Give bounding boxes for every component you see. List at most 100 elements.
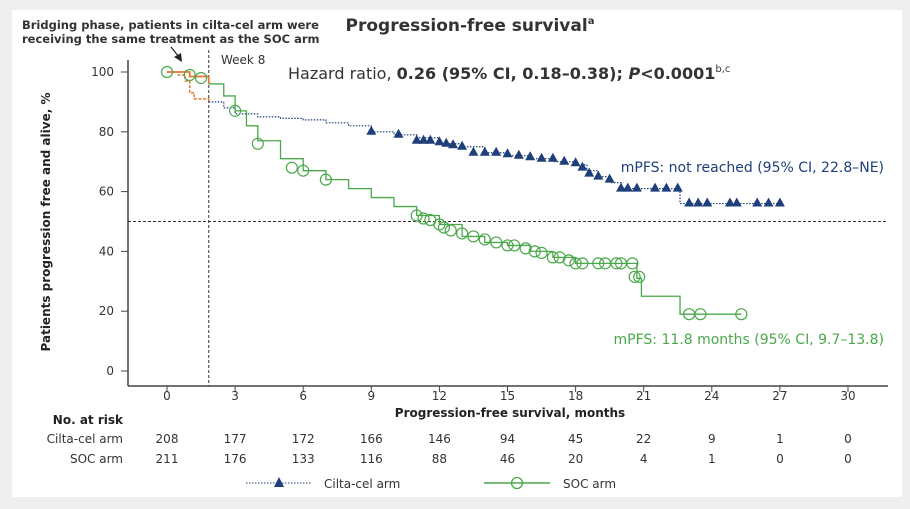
soc-censor-mark — [183, 68, 196, 82]
soc-censor-mark — [467, 230, 480, 243]
y-tick-label: 0 — [106, 364, 114, 378]
soc-censor-mark — [735, 308, 748, 321]
cilta-censor-mark — [502, 148, 513, 158]
soc-censor-mark — [610, 257, 623, 270]
soc-censor-mark — [456, 227, 469, 240]
legend-cilta-label: Cilta-cel arm — [324, 477, 400, 491]
x-tick-label: 9 — [367, 389, 375, 403]
soc-censor-mark — [508, 239, 521, 252]
soc-censor-mark — [229, 104, 242, 117]
soc-censor-mark — [501, 239, 514, 252]
x-tick-label: 27 — [772, 389, 787, 403]
cilta-censor-mark — [468, 146, 479, 156]
cilta-curve — [208, 101, 780, 205]
soc-censor-mark — [410, 209, 423, 222]
bridging-annotation-line1: Bridging phase, patients in cilta-cel ar… — [22, 18, 319, 32]
cilta-censor-mark — [457, 140, 468, 150]
y-tick-label: 40 — [99, 244, 114, 258]
risk-row-label: Cilta-cel arm — [47, 432, 123, 446]
soc-censor-mark — [628, 270, 641, 283]
soc-median-label: mPFS: 11.8 months (95% CI, 9.7–13.8) — [614, 332, 884, 348]
cilta-censor-mark — [693, 197, 704, 207]
cilta-censor-mark — [570, 157, 581, 167]
soc-censor-mark — [519, 242, 532, 255]
risk-cell: 1 — [776, 432, 784, 446]
cilta-censor-mark — [577, 161, 588, 171]
legend-circle-icon — [510, 476, 524, 490]
risk-cell: 0 — [776, 452, 784, 466]
risk-cell: 0 — [844, 432, 852, 446]
chart-title: Progression-free survivala — [346, 16, 595, 36]
soc-censor-mark — [478, 233, 491, 246]
cilta-censor-mark — [559, 155, 570, 165]
cilta-censor-mark — [536, 152, 547, 162]
cilta-censor-mark — [441, 137, 452, 147]
cilta-censor-mark — [661, 182, 672, 192]
y-axis-label: Patients progression free and alive, % — [39, 93, 53, 352]
week8-label: Week 8 — [221, 53, 265, 67]
risk-cell: 20 — [568, 452, 583, 466]
soc-censor-mark — [437, 221, 451, 234]
cilta-censor-mark — [525, 151, 536, 161]
risk-cell: 172 — [292, 432, 315, 446]
cilta-censor-mark — [702, 197, 713, 207]
risk-cell: 146 — [428, 432, 451, 446]
risk-cell: 166 — [360, 432, 383, 446]
cilta-censor-mark — [774, 197, 785, 207]
soc-censor-mark — [251, 137, 264, 150]
title-superscript: a — [588, 16, 595, 27]
risk-cell: 45 — [568, 432, 583, 446]
risk-cell: 133 — [292, 452, 315, 466]
soc-censor-mark — [444, 224, 457, 237]
cilta-censor-mark — [731, 197, 742, 207]
cilta-censor-mark — [434, 136, 445, 146]
soc-censor-mark — [569, 257, 582, 270]
chart-card — [12, 10, 902, 497]
risk-cell: 1 — [708, 452, 716, 466]
cilta-censor-mark — [724, 197, 735, 207]
cilta-censor-mark — [684, 197, 695, 207]
cilta-censor-mark — [411, 134, 422, 144]
risk-cell: 22 — [636, 432, 651, 446]
legend-triangle-icon — [274, 477, 284, 487]
y-tick-label: 60 — [99, 185, 114, 199]
risk-cell: 46 — [500, 452, 515, 466]
y-tick-label: 80 — [99, 125, 114, 139]
x-tick-label: 21 — [636, 389, 651, 403]
risk-cell: 211 — [156, 452, 179, 466]
risk-cell: 208 — [156, 432, 179, 446]
risk-cell: 4 — [640, 452, 648, 466]
x-tick-label: 24 — [704, 389, 719, 403]
x-tick-label: 18 — [568, 389, 583, 403]
soc-censor-mark — [562, 254, 575, 267]
x-tick-label: 30 — [840, 389, 855, 403]
cilta-censor-mark — [513, 149, 524, 159]
risk-row-label: SOC arm — [70, 452, 123, 466]
cilta-censor-mark — [616, 182, 626, 192]
cilta-censor-mark — [366, 125, 377, 135]
soc-censor-mark — [626, 257, 639, 270]
bridging-arrow-icon — [170, 46, 182, 62]
title-text: Progression-free survival — [346, 16, 588, 36]
risk-cell: 88 — [432, 452, 447, 466]
cilta-censor-mark — [491, 146, 502, 156]
cilta-censor-mark — [752, 197, 763, 207]
cilta-censor-mark — [593, 170, 604, 180]
soc-censor-mark — [528, 245, 541, 258]
cilta-censor-mark — [604, 173, 615, 183]
risk-cell: 94 — [500, 432, 515, 446]
x-tick-label: 0 — [163, 389, 171, 403]
soc-censor-mark — [535, 246, 548, 259]
cilta-censor-mark — [448, 139, 459, 149]
risk-cell: 116 — [360, 452, 383, 466]
soc-censor-mark — [297, 164, 310, 177]
legend: Cilta-cel arm SOC arm — [246, 476, 616, 491]
y-tick-label: 20 — [99, 304, 114, 318]
bridging-annotation-line2: receiving the same treatment as the SOC … — [22, 32, 319, 46]
cilta-censor-mark — [631, 182, 642, 192]
x-tick-label: 6 — [299, 389, 307, 403]
x-axis-label: Progression-free survival, months — [395, 406, 625, 420]
soc-censor-mark — [553, 251, 566, 264]
cilta-censor-mark — [672, 182, 683, 192]
soc-censor-mark — [194, 71, 208, 85]
